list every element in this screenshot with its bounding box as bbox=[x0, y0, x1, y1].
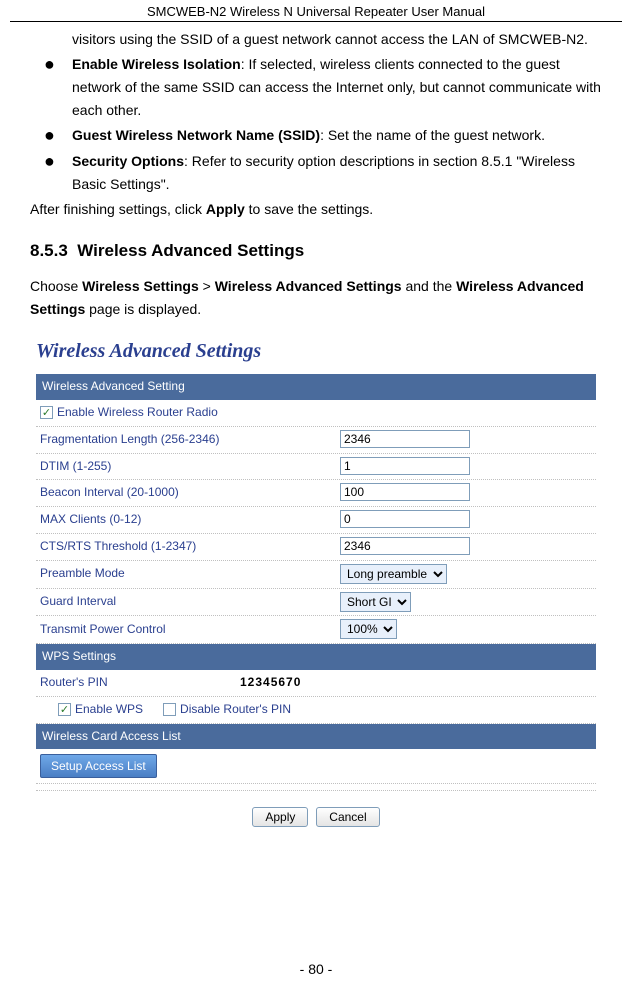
text-frag: and the bbox=[402, 278, 457, 294]
bullet-icon: ● bbox=[30, 150, 72, 196]
apply-word: Apply bbox=[206, 201, 245, 217]
nav-bold: Wireless Advanced Settings bbox=[215, 278, 402, 294]
enable-radio-row: ✓ Enable Wireless Router Radio bbox=[36, 400, 596, 427]
setting-row: MAX Clients (0-12) bbox=[36, 507, 596, 534]
dtim-input[interactable] bbox=[340, 457, 470, 475]
enable-wps-group: ✓ Enable WPS bbox=[58, 700, 143, 720]
section-bar-wps: WPS Settings bbox=[36, 644, 596, 670]
fragmentation-input[interactable] bbox=[340, 430, 470, 448]
row-label: Guard Interval bbox=[40, 592, 340, 612]
text-frag: > bbox=[199, 278, 215, 294]
wps-checks-row: ✓ Enable WPS Disable Router's PIN bbox=[36, 697, 596, 724]
page-content: visitors using the SSID of a guest netwo… bbox=[10, 22, 622, 843]
text-frag: Choose bbox=[30, 278, 82, 294]
after-paragraph: After finishing settings, click Apply to… bbox=[30, 198, 602, 221]
header-title: SMCWEB-N2 Wireless N Universal Repeater … bbox=[147, 4, 485, 19]
bullet-item: ● Enable Wireless Isolation: If selected… bbox=[30, 53, 602, 122]
apply-button[interactable]: Apply bbox=[252, 807, 308, 827]
manual-header: SMCWEB-N2 Wireless N Universal Repeater … bbox=[10, 0, 622, 22]
text-frag: to save the settings. bbox=[245, 201, 373, 217]
wps-pin-label: Router's PIN bbox=[40, 673, 240, 693]
row-label: Transmit Power Control bbox=[40, 620, 340, 640]
continuation-text: visitors using the SSID of a guest netwo… bbox=[30, 28, 602, 51]
disable-pin-label: Disable Router's PIN bbox=[180, 700, 291, 720]
panel-title: Wireless Advanced Settings bbox=[36, 331, 596, 374]
row-label: CTS/RTS Threshold (1-2347) bbox=[40, 537, 340, 557]
nav-bold: Wireless Settings bbox=[82, 278, 199, 294]
checkbox-enable-radio[interactable]: ✓ bbox=[40, 406, 53, 419]
wps-pin-value: 12345670 bbox=[240, 673, 301, 693]
ctsrts-input[interactable] bbox=[340, 537, 470, 555]
setting-row: Preamble Mode Long preamble bbox=[36, 561, 596, 589]
section-bar-advanced: Wireless Advanced Setting bbox=[36, 374, 596, 400]
setting-row: Fragmentation Length (256-2346) bbox=[36, 427, 596, 454]
row-label: Preamble Mode bbox=[40, 564, 340, 584]
enable-radio-label: Enable Wireless Router Radio bbox=[57, 403, 218, 423]
checkbox-disable-pin[interactable] bbox=[163, 703, 176, 716]
row-label: MAX Clients (0-12) bbox=[40, 510, 340, 530]
enable-wps-label: Enable WPS bbox=[75, 700, 143, 720]
maxclients-input[interactable] bbox=[340, 510, 470, 528]
section-bar-accesslist: Wireless Card Access List bbox=[36, 724, 596, 750]
button-row: Apply Cancel bbox=[36, 790, 596, 842]
bullet-term: Guest Wireless Network Name (SSID) bbox=[72, 127, 320, 143]
bullet-rest: : Set the name of the guest network. bbox=[320, 127, 545, 143]
setup-access-list-button[interactable]: Setup Access List bbox=[40, 754, 157, 778]
setting-row: Beacon Interval (20-1000) bbox=[36, 480, 596, 507]
bullet-item: ● Guest Wireless Network Name (SSID): Se… bbox=[30, 124, 602, 147]
checkbox-enable-wps[interactable]: ✓ bbox=[58, 703, 71, 716]
section-heading: 8.5.3 Wireless Advanced Settings bbox=[30, 237, 602, 265]
power-select[interactable]: 100% bbox=[340, 619, 397, 639]
settings-panel: Wireless Advanced Settings Wireless Adva… bbox=[36, 331, 596, 842]
bullet-text: Enable Wireless Isolation: If selected, … bbox=[72, 53, 602, 122]
row-label: Beacon Interval (20-1000) bbox=[40, 483, 340, 503]
bullet-item: ● Security Options: Refer to security op… bbox=[30, 150, 602, 196]
bullet-text: Security Options: Refer to security opti… bbox=[72, 150, 602, 196]
setting-row: CTS/RTS Threshold (1-2347) bbox=[36, 534, 596, 561]
section-title: Wireless Advanced Settings bbox=[77, 241, 304, 260]
wps-pin-row: Router's PIN 12345670 bbox=[36, 670, 596, 697]
text-frag: After finishing settings, click bbox=[30, 201, 206, 217]
setting-row: Guard Interval Short GI bbox=[36, 589, 596, 617]
navigation-text: Choose Wireless Settings > Wireless Adva… bbox=[30, 275, 602, 321]
beacon-input[interactable] bbox=[340, 483, 470, 501]
page-number: - 80 - bbox=[10, 961, 622, 977]
bullet-text: Guest Wireless Network Name (SSID): Set … bbox=[72, 124, 602, 147]
text-frag: page is displayed. bbox=[85, 301, 201, 317]
bullet-term: Enable Wireless Isolation bbox=[72, 56, 241, 72]
bullet-icon: ● bbox=[30, 53, 72, 122]
section-number: 8.5.3 bbox=[30, 241, 68, 260]
access-list-row: Setup Access List bbox=[36, 749, 596, 784]
row-label: Fragmentation Length (256-2346) bbox=[40, 430, 340, 450]
bullet-term: Security Options bbox=[72, 153, 184, 169]
cancel-button[interactable]: Cancel bbox=[316, 807, 379, 827]
row-label: DTIM (1-255) bbox=[40, 457, 340, 477]
disable-pin-group: Disable Router's PIN bbox=[163, 700, 291, 720]
setting-row: Transmit Power Control 100% bbox=[36, 616, 596, 644]
setting-row: DTIM (1-255) bbox=[36, 454, 596, 481]
preamble-select[interactable]: Long preamble bbox=[340, 564, 447, 584]
bullet-icon: ● bbox=[30, 124, 72, 147]
guard-select[interactable]: Short GI bbox=[340, 592, 411, 612]
